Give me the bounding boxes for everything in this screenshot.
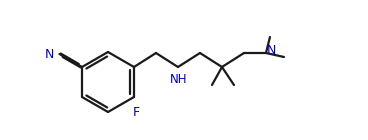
Text: NH: NH bbox=[170, 73, 188, 86]
Text: F: F bbox=[132, 106, 139, 119]
Text: N: N bbox=[267, 44, 276, 57]
Text: N: N bbox=[45, 47, 54, 60]
